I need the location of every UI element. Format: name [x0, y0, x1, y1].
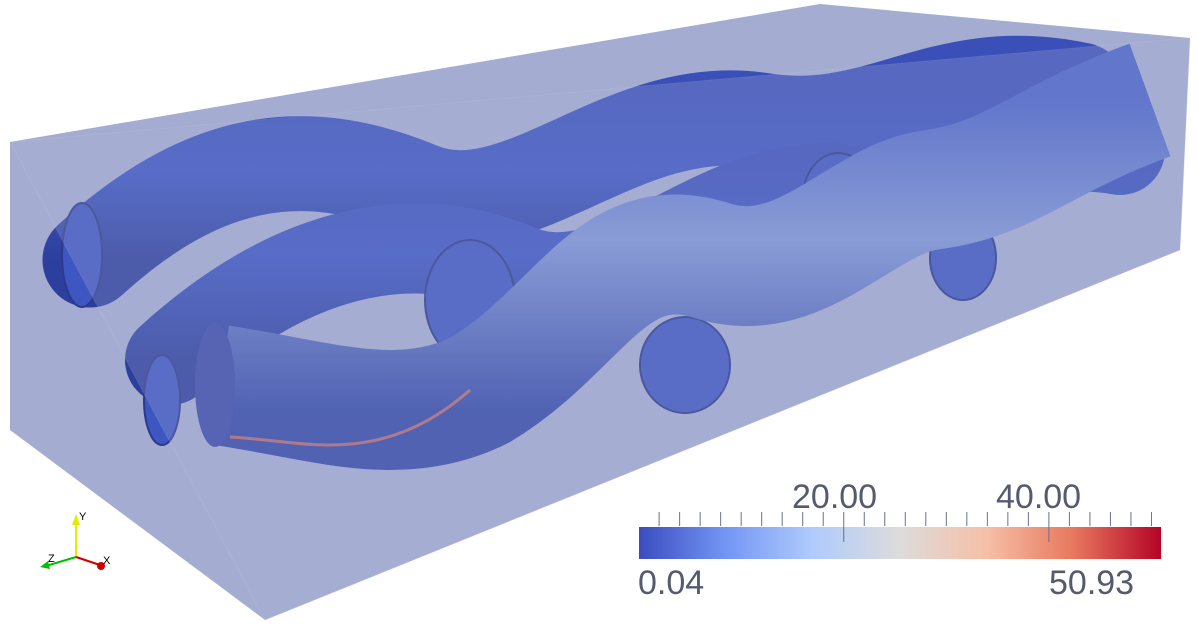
axis-x-label: X: [103, 555, 111, 567]
scalar-bar-max-label: 50.93: [1049, 564, 1135, 602]
scalar-bar-ticks: [658, 512, 1152, 542]
front-tube-end: [195, 323, 235, 447]
axis-y-label: Y: [79, 511, 87, 523]
scalar-bar-min-label: 0.04: [638, 564, 705, 602]
scalar-bar: [639, 527, 1161, 559]
axis-z-label: Z: [48, 553, 55, 565]
scalar-bar-major-label: 20.00: [792, 478, 878, 516]
orientation-axes: Y Z X: [40, 511, 111, 570]
front-tube-hotspot: [229, 388, 471, 447]
domain-box-front: [9, 37, 1191, 621]
front-tube: [210, 43, 1171, 470]
scalar-bar-major-label: 40.00: [996, 478, 1082, 516]
